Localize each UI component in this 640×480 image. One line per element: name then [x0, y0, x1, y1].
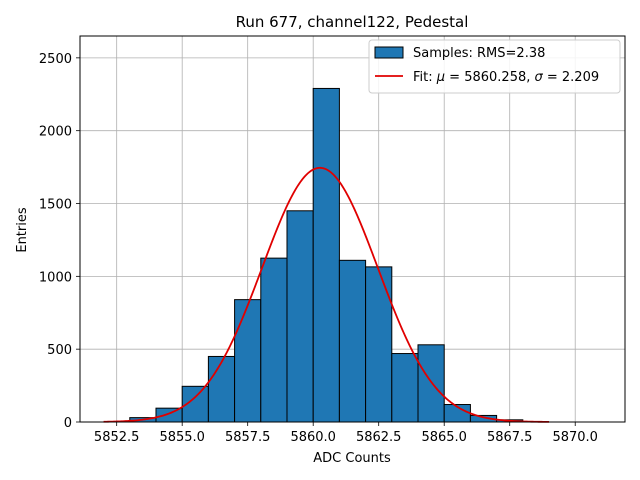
legend-label-fit: Fit: μ = 5860.258, σ = 2.209: [413, 70, 599, 85]
y-axis-ticks: 0 500 1000 1500 2000 2500: [39, 52, 80, 431]
histogram-bar: [417, 344, 445, 423]
y-tick-label: 2000: [39, 125, 72, 140]
legend-swatch-samples: [374, 46, 404, 59]
chart-title: Run 677, channel122, Pedestal: [236, 13, 469, 31]
y-tick-label: 1000: [39, 270, 72, 285]
histogram-bar: [207, 355, 236, 423]
histogram-bar: [234, 299, 262, 423]
histogram-bar: [338, 259, 367, 423]
y-tick-label: 500: [47, 343, 72, 358]
histogram-bar: [286, 210, 314, 423]
y-axis-label: Entries: [15, 207, 30, 253]
histogram-bar: [391, 353, 419, 423]
x-tick-label: 5855.0: [159, 430, 205, 445]
x-tick-label: 5860.0: [290, 430, 336, 445]
x-tick-label: 5857.5: [225, 430, 271, 445]
plot-frame: [79, 35, 626, 423]
legend-label-samples: Samples: RMS=2.38: [413, 46, 545, 61]
legend: Samples: RMS=2.38 Fit: μ = 5860.258, σ =…: [368, 39, 621, 94]
x-tick-label: 5852.5: [94, 430, 140, 445]
histogram-bar: [365, 266, 393, 423]
x-tick-label: 5867.5: [487, 430, 533, 445]
y-tick-label: 2500: [39, 52, 72, 67]
histogram-bar: [312, 87, 340, 423]
y-tick-label: 0: [64, 416, 72, 431]
x-axis-ticks: 5852.5 5855.0 5857.5 5860.0 5862.5 5865.0 5867…: [94, 422, 598, 445]
x-tick-label: 5870.0: [552, 430, 598, 445]
histogram-bar: [260, 257, 288, 423]
x-tick-label: 5862.5: [356, 430, 402, 445]
legend-box: [368, 39, 621, 94]
x-axis-label: ADC Counts: [313, 451, 391, 466]
histogram-bar: [181, 385, 209, 423]
gaussian-fit-curve: [103, 166, 550, 423]
x-tick-label: 5865.0: [421, 430, 467, 445]
y-tick-label: 1500: [39, 198, 72, 213]
